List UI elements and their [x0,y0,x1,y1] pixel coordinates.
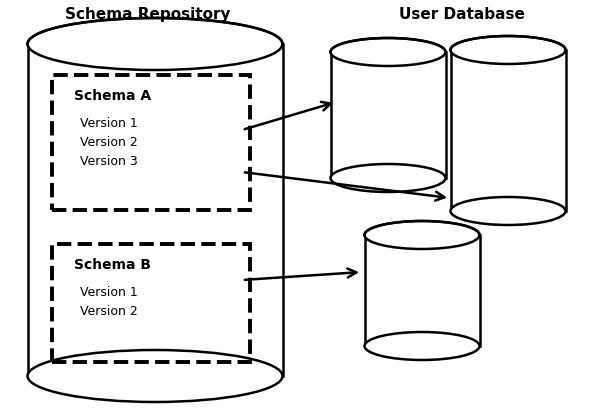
Text: Version 2: Version 2 [80,136,138,149]
Text: Version 1: Version 1 [80,286,138,299]
Ellipse shape [28,350,283,402]
Ellipse shape [451,197,566,225]
Ellipse shape [365,221,479,249]
Ellipse shape [451,36,566,64]
Text: Version 1: Version 1 [80,117,138,130]
Text: User Database: User Database [399,7,525,22]
Bar [365,235,479,346]
Bar [52,244,250,362]
Text: Schema Repository: Schema Repository [65,7,231,22]
Bar [52,75,250,210]
Ellipse shape [331,164,446,192]
Bar [451,50,566,211]
Ellipse shape [331,38,446,66]
Text: Version 3: Version 3 [80,155,138,168]
Ellipse shape [28,18,283,70]
Ellipse shape [365,332,479,360]
Bar [331,52,446,178]
Text: Schema A: Schema A [74,89,151,103]
Text: Version 2: Version 2 [80,305,138,318]
Bar [28,44,283,376]
Text: Schema B: Schema B [74,258,151,272]
